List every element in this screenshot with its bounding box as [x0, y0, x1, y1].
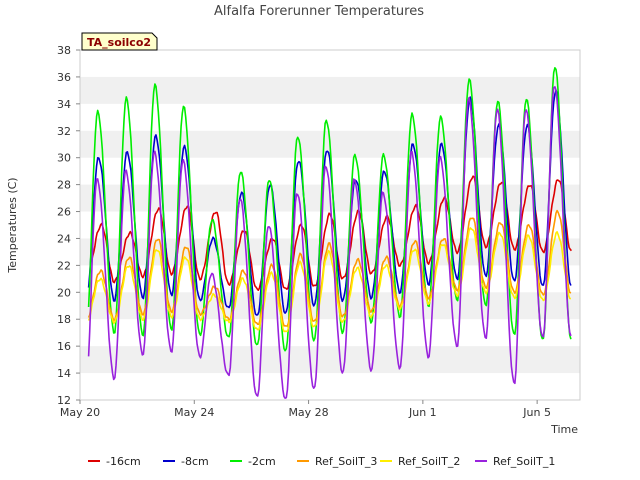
legend-item: -2cm: [230, 455, 276, 468]
legend-item: Ref_SoilT_3: [297, 455, 377, 468]
series-lines: [87, 67, 573, 400]
y-tick-label: 34: [57, 98, 71, 111]
x-axis-title: Time: [550, 423, 578, 436]
plot-area-frame: [79, 49, 581, 401]
y-tick-label: 20: [57, 286, 71, 299]
x-tick-label: May 28: [288, 406, 328, 419]
station-badge: TA_soilco2: [81, 32, 158, 51]
chart-title: Alfalfa Forerunner Temperatures: [214, 4, 424, 19]
legend-label: -2cm: [248, 455, 276, 468]
y-axis-title: Temperatures (C): [6, 177, 19, 273]
x-tick-label: May 24: [174, 406, 214, 419]
y-tick-label: 16: [57, 340, 71, 353]
legend-item: -16cm: [88, 455, 141, 468]
legend-item: -8cm: [163, 455, 209, 468]
y-tick-label: 18: [57, 313, 71, 326]
series-line: [87, 86, 572, 400]
station-badge-label: TA_soilco2: [87, 36, 151, 49]
y-tick-label: 26: [57, 206, 71, 219]
x-axis: May 20 May 24 May 28 Jun 1 Jun 5: [60, 400, 551, 419]
grid-band: [80, 76, 580, 104]
y-tick-label: 30: [57, 152, 71, 165]
legend-label: -8cm: [181, 455, 209, 468]
legend-item: Ref_SoilT_2: [380, 455, 460, 468]
legend-label: Ref_SoilT_2: [398, 455, 460, 468]
x-tick-label: Jun 5: [522, 406, 551, 419]
series-line: [87, 227, 571, 333]
y-tick-label: 22: [57, 259, 71, 272]
y-tick-label: 28: [57, 179, 71, 192]
y-tick-label: 24: [57, 232, 71, 245]
legend: -16cm -8cm -2cm Ref_SoilT_3 Ref_SoilT_2 Ref_S…: [88, 455, 555, 468]
y-tick-label: 14: [57, 367, 71, 380]
grid-band: [80, 292, 580, 320]
legend-label: Ref_SoilT_1: [493, 455, 555, 468]
y-tick-label: 32: [57, 125, 71, 138]
legend-item: Ref_SoilT_1: [475, 455, 555, 468]
x-tick-label: May 20: [60, 406, 100, 419]
y-tick-label: 12: [57, 394, 71, 407]
y-tick-label: 38: [57, 44, 71, 57]
x-tick-label: Jun 1: [408, 406, 437, 419]
y-axis: 12 14 16 18 20 22 24 26 28 30 32 34 36 38: [57, 44, 80, 407]
legend-label: -16cm: [106, 455, 141, 468]
y-tick-label: 36: [57, 71, 71, 84]
legend-label: Ref_SoilT_3: [315, 455, 377, 468]
grid-band: [80, 346, 580, 374]
